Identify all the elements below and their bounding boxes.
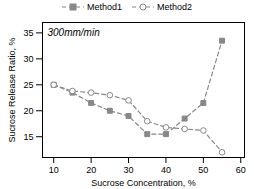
svg-text:25: 25: [23, 80, 33, 90]
svg-text:20: 20: [23, 106, 33, 116]
svg-text:15: 15: [23, 132, 33, 142]
svg-text:60: 60: [236, 165, 246, 175]
svg-text:30: 30: [124, 165, 134, 175]
svg-text:20: 20: [86, 165, 96, 175]
html-text:Method1: Method1: [87, 2, 122, 12]
html-text:Method2: Method2: [157, 2, 192, 12]
svg-text:300mm/min: 300mm/min: [48, 27, 101, 38]
svg-text:10: 10: [49, 165, 59, 175]
svg-text:40: 40: [161, 165, 171, 175]
svg-text:35: 35: [23, 28, 33, 38]
svg-text:50: 50: [198, 165, 208, 175]
svg-text:30: 30: [23, 54, 33, 64]
svg-text:Sucrose Release Ratio, %: Sucrose Release Ratio, %: [7, 37, 17, 142]
svg-text:Sucrose Concentration, %: Sucrose Concentration, %: [91, 178, 196, 188]
